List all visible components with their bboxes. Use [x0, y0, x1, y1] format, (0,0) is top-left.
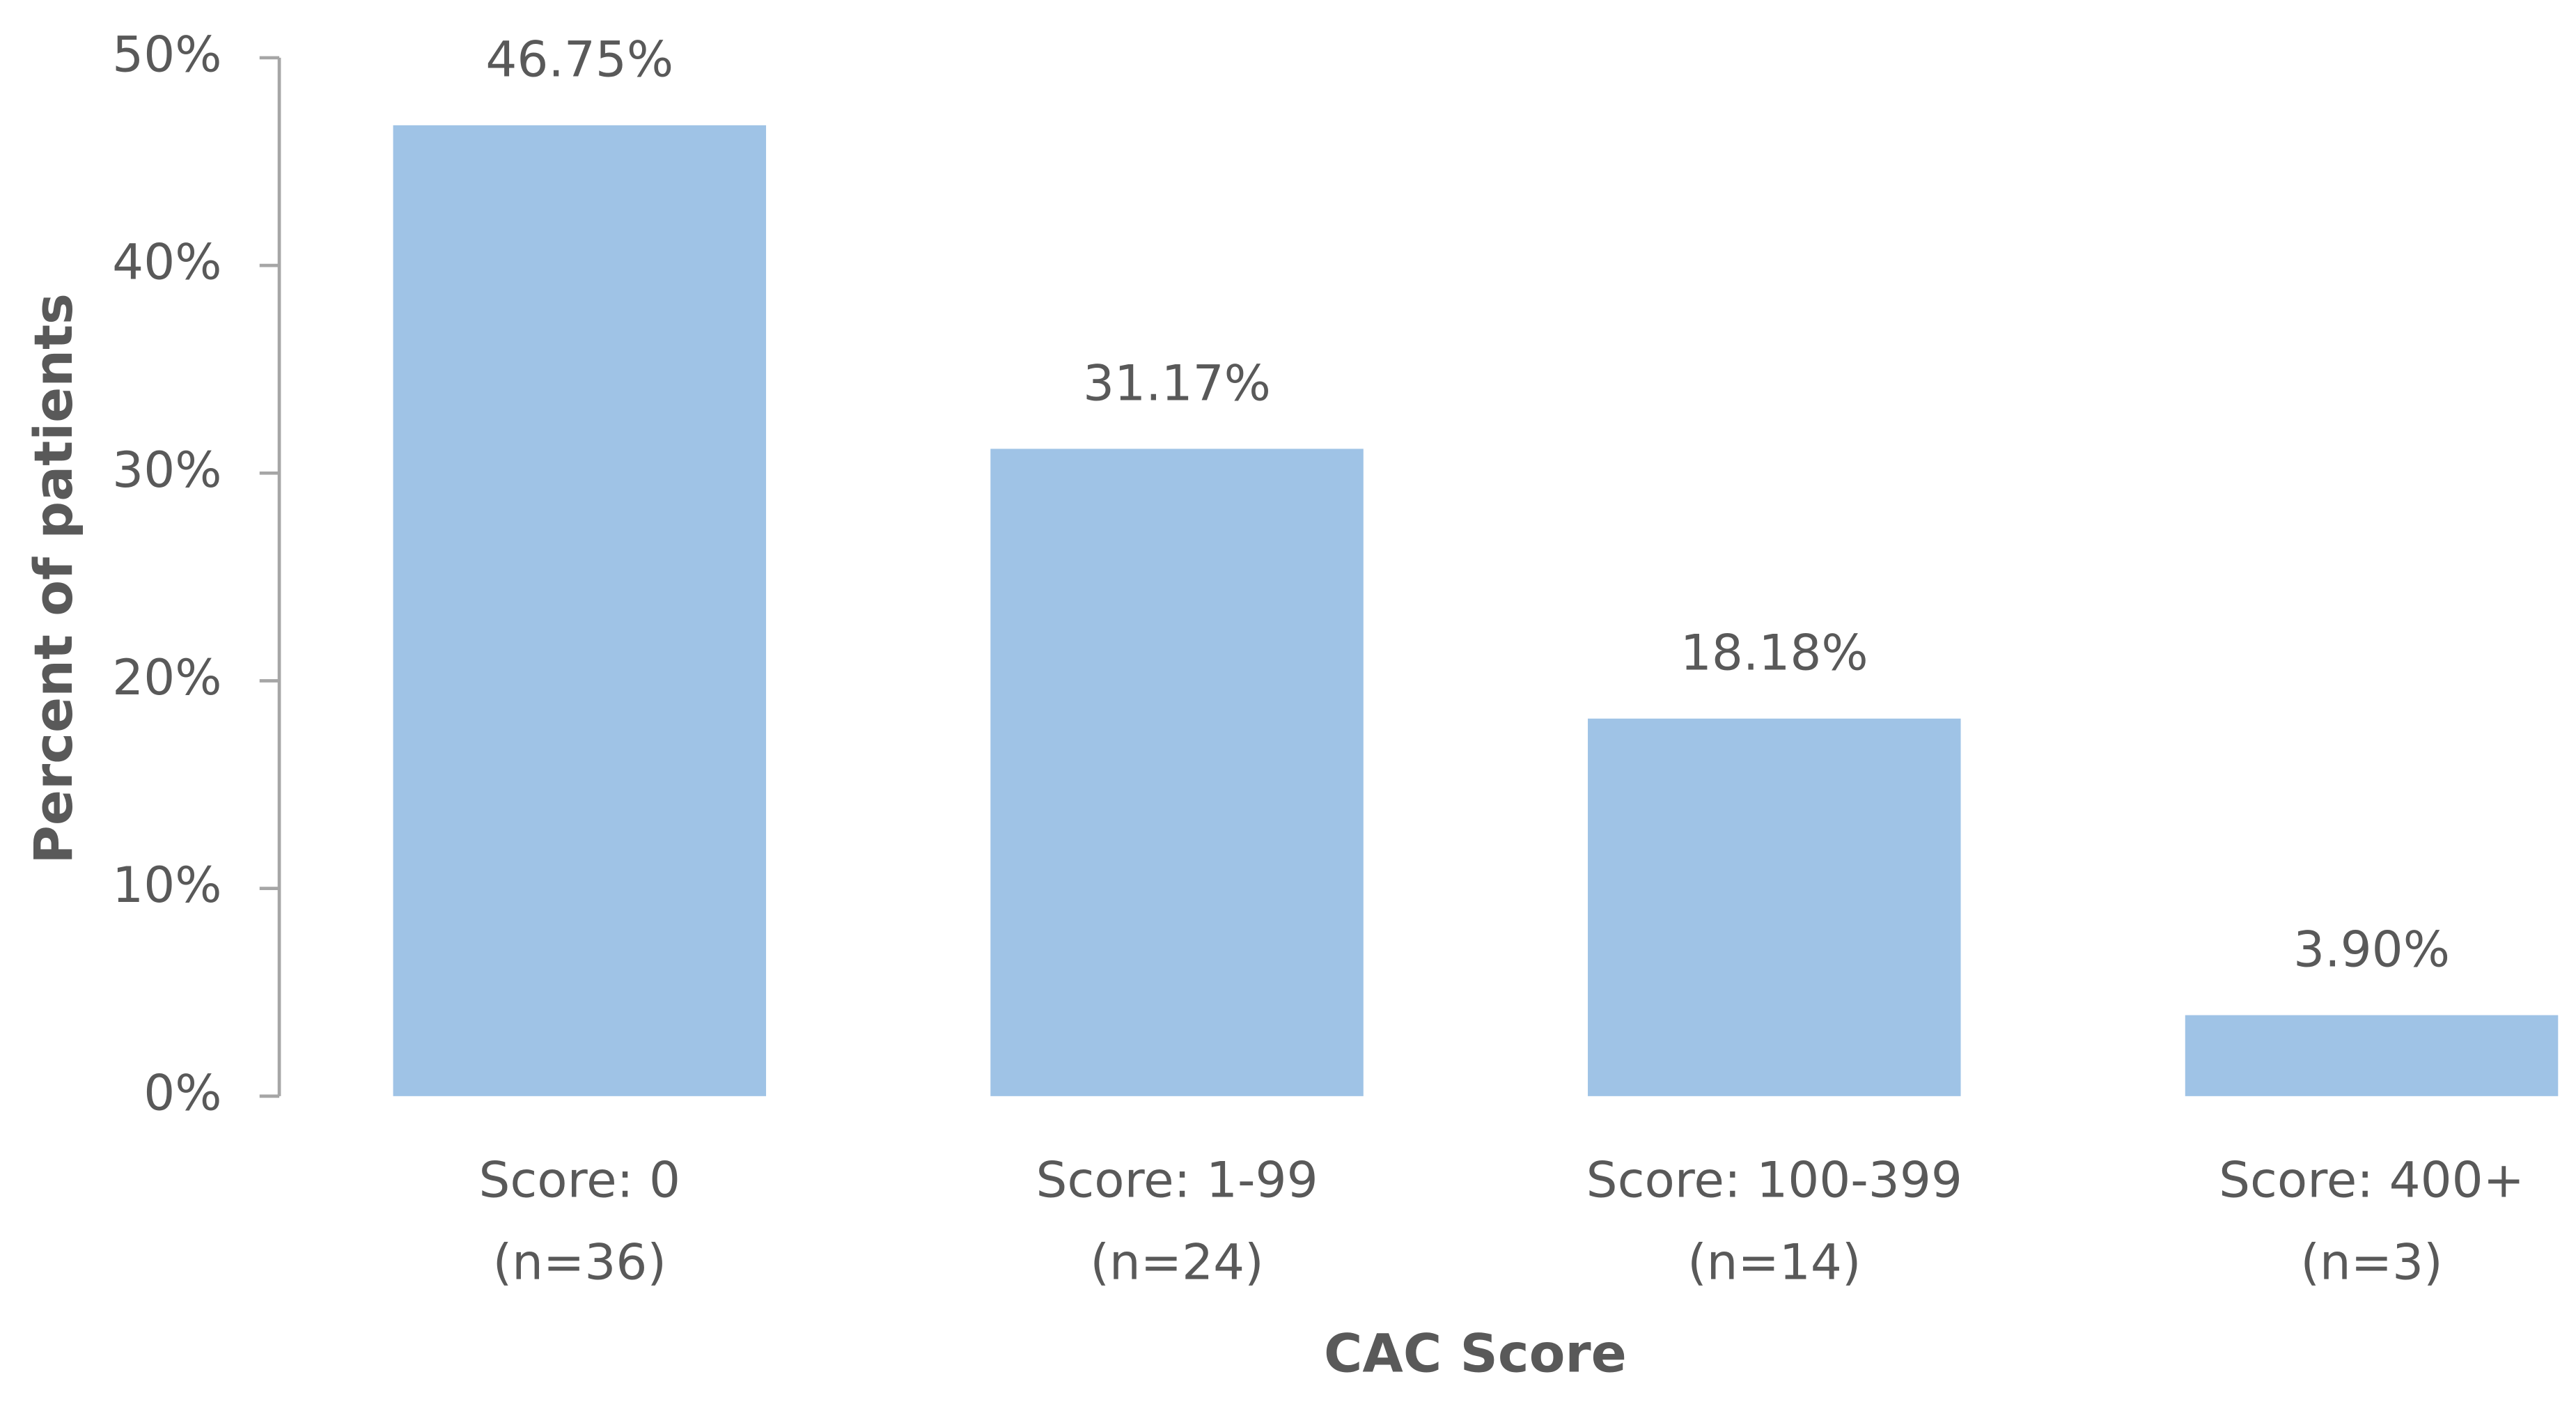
bar: [2185, 1015, 2559, 1096]
x-tick-label: Score: 400+: [2219, 1151, 2524, 1208]
x-tick-label: Score: 1-99: [1036, 1151, 1318, 1208]
data-label: 31.17%: [1083, 354, 1271, 412]
data-label: 46.75%: [485, 31, 673, 88]
y-tick-label: 50%: [112, 25, 221, 83]
y-tick-label: 20%: [112, 648, 221, 706]
data-label: 18.18%: [1680, 624, 1868, 682]
x-tick-label: (n=14): [1687, 1233, 1861, 1291]
x-tick-label: (n=3): [2300, 1233, 2442, 1291]
y-axis-title: Percent of patients: [23, 293, 84, 864]
bar: [990, 449, 1364, 1096]
x-axis-title: CAC Score: [1324, 1323, 1627, 1384]
y-tick-label: 30%: [112, 441, 221, 499]
x-tick-label: (n=36): [493, 1233, 666, 1291]
x-tick-label: (n=24): [1090, 1233, 1263, 1291]
data-label: 3.90%: [2293, 920, 2450, 978]
y-tick-label: 10%: [112, 856, 221, 914]
bar: [393, 125, 767, 1096]
bar: [1588, 718, 1961, 1096]
y-tick-label: 0%: [143, 1064, 221, 1121]
x-tick-label: Score: 0: [478, 1151, 680, 1208]
y-tick-label: 40%: [112, 233, 221, 291]
x-tick-label: Score: 100-399: [1586, 1151, 1962, 1208]
